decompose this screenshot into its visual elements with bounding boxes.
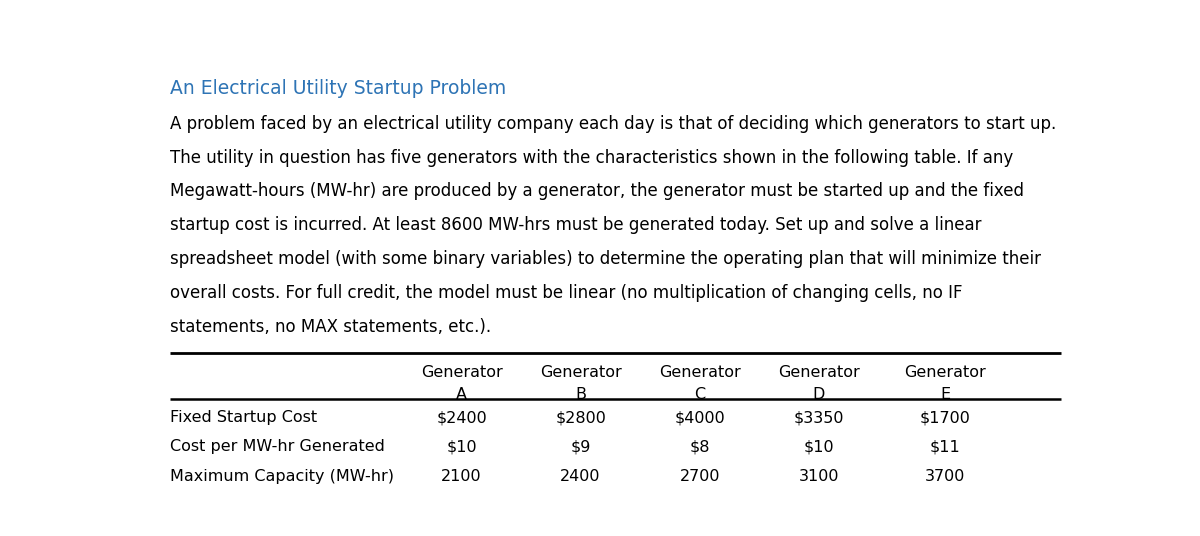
Text: Generator: Generator (659, 365, 740, 380)
Text: Cost per MW-hr Generated: Cost per MW-hr Generated (170, 439, 385, 454)
Text: Generator: Generator (778, 365, 859, 380)
Text: $1700: $1700 (919, 410, 971, 425)
Text: $10: $10 (446, 439, 476, 454)
Text: D: D (812, 387, 824, 402)
Text: A problem faced by an electrical utility company each day is that of deciding wh: A problem faced by an electrical utility… (170, 115, 1057, 133)
Text: E: E (940, 387, 950, 402)
Text: 3100: 3100 (798, 469, 839, 484)
Text: statements, no MAX statements, etc.).: statements, no MAX statements, etc.). (170, 318, 492, 336)
Text: A: A (456, 387, 467, 402)
Text: spreadsheet model (with some binary variables) to determine the operating plan t: spreadsheet model (with some binary vari… (170, 250, 1042, 268)
Text: Fixed Startup Cost: Fixed Startup Cost (170, 410, 318, 425)
Text: An Electrical Utility Startup Problem: An Electrical Utility Startup Problem (170, 79, 506, 98)
Text: Maximum Capacity (MW-hr): Maximum Capacity (MW-hr) (170, 469, 395, 484)
Text: $11: $11 (930, 439, 960, 454)
Text: $2800: $2800 (556, 410, 606, 425)
Text: $8: $8 (689, 439, 710, 454)
Text: The utility in question has five generators with the characteristics shown in th: The utility in question has five generat… (170, 148, 1014, 167)
Text: Megawatt-hours (MW-hr) are produced by a generator, the generator must be starte: Megawatt-hours (MW-hr) are produced by a… (170, 182, 1025, 200)
Text: $10: $10 (803, 439, 834, 454)
Text: 2700: 2700 (679, 469, 720, 484)
Text: 3700: 3700 (925, 469, 965, 484)
Text: B: B (575, 387, 586, 402)
Text: $9: $9 (570, 439, 590, 454)
Text: overall costs. For full credit, the model must be linear (no multiplication of c: overall costs. For full credit, the mode… (170, 284, 962, 302)
Text: C: C (694, 387, 706, 402)
Text: Generator: Generator (540, 365, 622, 380)
Text: 2100: 2100 (442, 469, 482, 484)
Text: startup cost is incurred. At least 8600 MW-hrs must be generated today. Set up a: startup cost is incurred. At least 8600 … (170, 216, 982, 234)
Text: 2400: 2400 (560, 469, 601, 484)
Text: Generator: Generator (421, 365, 503, 380)
Text: $3350: $3350 (793, 410, 844, 425)
Text: Generator: Generator (905, 365, 986, 380)
Text: $2400: $2400 (436, 410, 487, 425)
Text: $4000: $4000 (674, 410, 725, 425)
